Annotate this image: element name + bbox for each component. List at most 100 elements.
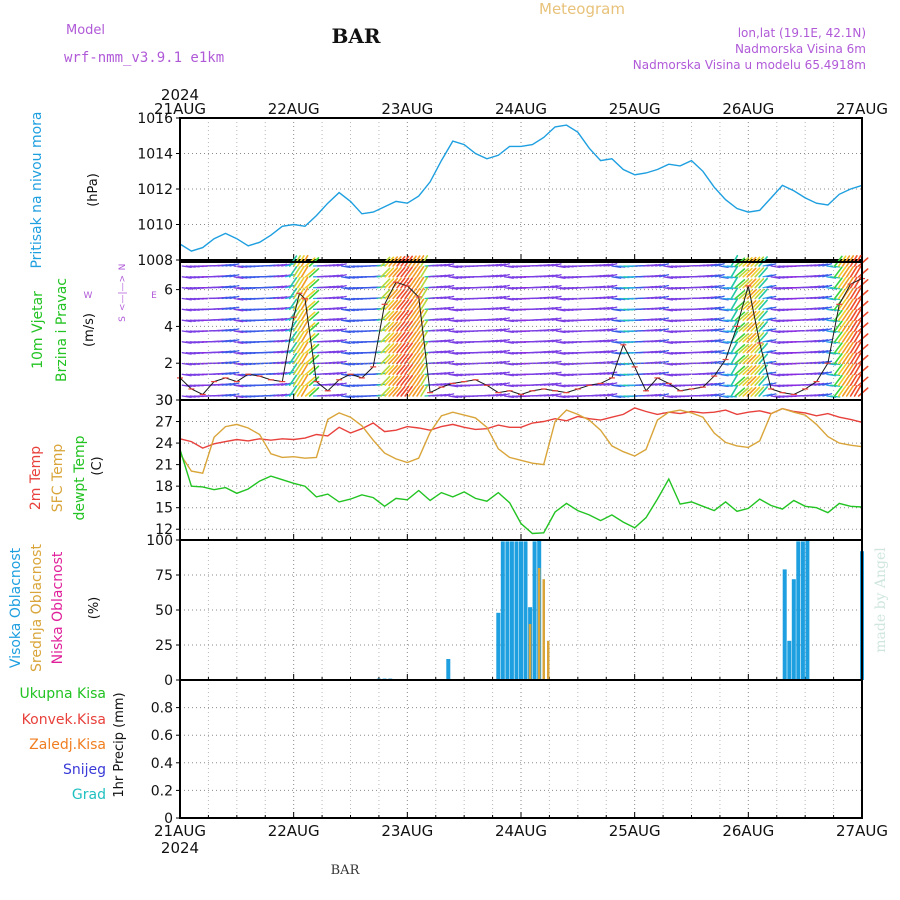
y-tick-label: 0 xyxy=(164,811,173,827)
wind-barb xyxy=(845,309,855,322)
wind-barb xyxy=(336,371,347,375)
wind-barb xyxy=(738,278,750,289)
wind-barb xyxy=(304,278,316,289)
wind-barb xyxy=(420,330,429,343)
wind-barb xyxy=(750,364,761,376)
wind-barb xyxy=(229,274,240,278)
wind-barb xyxy=(440,296,451,300)
wind-barb xyxy=(758,277,768,289)
cloud-bars xyxy=(180,540,864,681)
wind-barb xyxy=(444,263,455,267)
wind-barb xyxy=(655,263,666,267)
wind-barb xyxy=(332,339,343,343)
wind-barb xyxy=(710,350,721,354)
wind-barb xyxy=(547,339,558,343)
wind-barb xyxy=(400,374,410,387)
wind-barb xyxy=(853,254,862,267)
date-label-top: 21AUG xyxy=(154,100,206,118)
wind-barb xyxy=(400,331,410,343)
wind-barb xyxy=(555,373,566,377)
wind-barb xyxy=(841,385,851,397)
wind-barb xyxy=(288,266,298,278)
wind-barb xyxy=(738,387,750,397)
wind-barb xyxy=(292,276,302,289)
wind-barb xyxy=(837,374,847,387)
wind-barb xyxy=(408,298,417,311)
wind-barb xyxy=(607,360,618,365)
cloud-panel: 0 25 50 75 100 Visoka Oblacnost Srednja Obla… xyxy=(8,533,889,689)
wind-barb xyxy=(396,375,406,387)
wind-barb xyxy=(663,341,674,344)
wind-barb xyxy=(288,298,298,311)
y-tick-label: 0 xyxy=(164,673,173,689)
wind-barb xyxy=(336,263,347,267)
wind-barb xyxy=(822,338,833,343)
series-line-10m-vjetar-brzina xyxy=(179,278,863,396)
precip-snow-label: Snijeg xyxy=(63,762,106,778)
wind-barb xyxy=(332,371,343,375)
wind-barb xyxy=(448,287,459,290)
wind-barb xyxy=(384,278,395,289)
wind-barb xyxy=(380,321,391,332)
wind-barb xyxy=(392,299,402,311)
wind-barb xyxy=(332,285,343,289)
wind-barb xyxy=(277,361,288,365)
wind-barb xyxy=(857,268,869,278)
wind-barb xyxy=(766,349,777,354)
wind-barb xyxy=(332,317,343,321)
wind-speed-lines xyxy=(177,277,865,396)
wind-barb xyxy=(288,363,298,376)
wind-barb xyxy=(225,393,236,397)
wind-barb xyxy=(384,364,395,376)
wind-barb xyxy=(551,371,562,375)
wind-barb xyxy=(392,386,402,397)
wind-barb xyxy=(332,361,343,365)
wind-barb xyxy=(408,266,417,278)
wind-barb xyxy=(229,317,240,321)
wind-barb xyxy=(770,265,781,269)
wind-barb xyxy=(448,319,459,323)
wind-barb xyxy=(388,332,399,343)
wind-barb xyxy=(754,375,765,387)
date-label-bottom: 25AUG xyxy=(609,822,661,840)
wind-barb xyxy=(332,382,343,386)
wind-barb xyxy=(448,352,459,355)
wind-barb xyxy=(750,289,761,300)
wind-barb xyxy=(304,300,316,311)
temperature-panel: 12 15 18 21 24 27 30 2m Temp SFC Temp dewpt Te… xyxy=(28,393,863,541)
chart-title: Meteogram xyxy=(539,0,625,18)
wind-barb xyxy=(420,363,429,376)
compass-w: W xyxy=(84,291,93,301)
wind-barb xyxy=(547,350,558,354)
precip-grid xyxy=(180,680,862,818)
wind-barb xyxy=(837,363,847,376)
wind-barb xyxy=(404,331,414,343)
wind-barb xyxy=(292,352,302,365)
temperature-y-ticks: 12 15 18 21 24 27 30 xyxy=(155,393,863,540)
wind-barb xyxy=(845,276,855,289)
wind-barb xyxy=(499,284,510,289)
location-label: lon,lat (19.1E, 42.1N) xyxy=(738,26,866,40)
wind-barb xyxy=(833,331,843,343)
temperature-lines xyxy=(179,407,863,535)
y-tick-label: 25 xyxy=(155,638,173,654)
wind-barb xyxy=(304,365,316,376)
pressure-ylabel: Pritisak na nivou mora xyxy=(29,111,45,268)
wind-barb xyxy=(758,266,768,278)
wind-barb xyxy=(412,331,421,343)
wind-barb xyxy=(396,353,406,365)
wind-barb xyxy=(603,274,614,278)
wind-barb xyxy=(857,354,869,365)
wind-barb xyxy=(440,317,451,321)
wind-barb xyxy=(288,385,298,397)
wind-barb xyxy=(659,339,670,343)
wind-barb xyxy=(734,322,746,332)
footer-station: BAR xyxy=(331,863,361,878)
wind-barb xyxy=(659,295,670,300)
wind-barb xyxy=(822,393,833,397)
wind-barb xyxy=(770,362,781,366)
wind-barb xyxy=(853,363,862,376)
wind-barb xyxy=(758,353,768,365)
wind-barb xyxy=(738,376,750,387)
wind-barb xyxy=(555,352,566,355)
